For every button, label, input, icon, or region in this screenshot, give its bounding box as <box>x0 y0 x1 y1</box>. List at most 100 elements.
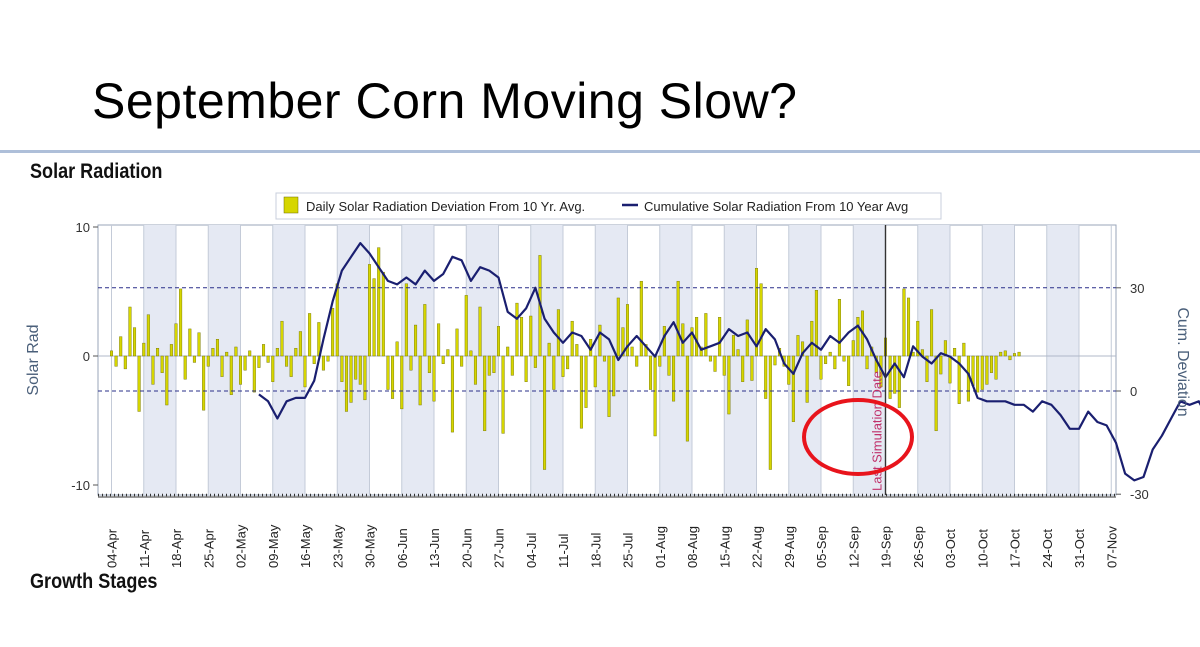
y-tick-label: 0 <box>83 349 90 364</box>
daily-deviation-bar <box>755 268 759 357</box>
daily-deviation-bar <box>400 355 404 410</box>
daily-deviation-bar <box>598 324 602 357</box>
daily-deviation-bar <box>340 355 344 382</box>
y-tick-label: -10 <box>71 478 90 493</box>
daily-deviation-bar <box>837 299 841 357</box>
daily-deviation-bar <box>179 288 183 357</box>
x-tick-label: 05-Sep <box>814 526 829 568</box>
daily-deviation-bar <box>690 327 694 357</box>
title-divider <box>0 150 1200 153</box>
daily-deviation-bar <box>994 355 998 380</box>
daily-deviation-bar <box>635 355 639 367</box>
daily-deviation-bar <box>722 355 726 376</box>
daily-deviation-bar <box>243 355 247 371</box>
daily-deviation-bar <box>142 342 146 357</box>
daily-deviation-bar <box>275 348 279 357</box>
daily-deviation-bar <box>533 355 537 368</box>
daily-deviation-bar <box>741 355 745 382</box>
daily-deviation-bar <box>768 355 772 470</box>
daily-deviation-bar <box>478 306 482 357</box>
daily-deviation-bar <box>308 313 312 357</box>
x-tick-label: 02-May <box>234 524 249 568</box>
daily-deviation-bar <box>575 344 579 357</box>
daily-deviation-bar <box>976 355 980 393</box>
daily-deviation-bar <box>515 302 519 357</box>
daily-deviation-bar <box>441 355 445 364</box>
daily-deviation-bar <box>156 348 160 357</box>
daily-deviation-bar <box>211 348 215 357</box>
section-label-solar: Solar Radiation <box>30 160 163 183</box>
daily-deviation-bar <box>386 355 390 390</box>
daily-deviation-bar <box>248 350 252 357</box>
daily-deviation-bar <box>847 355 851 386</box>
daily-deviation-bar <box>907 297 911 357</box>
daily-deviation-bar <box>736 349 740 357</box>
x-tick-label: 29-Aug <box>782 526 797 568</box>
daily-deviation-bar <box>833 355 837 370</box>
daily-deviation-bar <box>552 355 556 390</box>
daily-deviation-bar <box>312 355 316 364</box>
daily-deviation-bar <box>695 317 699 357</box>
daily-deviation-bar <box>271 355 275 382</box>
daily-deviation-bar <box>796 335 800 357</box>
daily-deviation-bar <box>616 297 620 357</box>
daily-deviation-bar <box>119 336 123 357</box>
daily-deviation-bar <box>626 304 630 357</box>
x-tick-label: 11-Apr <box>137 529 152 568</box>
daily-deviation-bar <box>893 355 897 394</box>
daily-deviation-bar <box>188 328 192 357</box>
legend-swatch-bars <box>283 196 299 214</box>
daily-deviation-bar <box>934 355 938 432</box>
daily-deviation-bar <box>524 355 528 382</box>
y-tick-label: 10 <box>76 220 90 235</box>
daily-deviation-bar <box>713 355 717 372</box>
daily-deviation-bar <box>639 280 643 357</box>
red-circle-annotation <box>802 398 914 476</box>
daily-deviation-bar <box>764 355 768 399</box>
x-tick-label: 12-Sep <box>846 526 861 568</box>
daily-deviation-bar <box>469 350 473 357</box>
daily-deviation-bar <box>529 315 533 357</box>
daily-deviation-bar <box>851 340 855 357</box>
daily-deviation-bar <box>202 355 206 411</box>
x-tick-label: 30-May <box>363 524 378 568</box>
daily-deviation-bar <box>262 344 266 357</box>
legend-label-cumulative: Cumulative Solar Radiation From 10 Year … <box>644 199 908 214</box>
daily-deviation-bar <box>607 355 611 417</box>
daily-deviation-bar <box>791 355 795 422</box>
daily-deviation-bar <box>238 355 242 385</box>
daily-deviation-bar <box>280 320 284 357</box>
daily-deviation-bar <box>667 355 671 376</box>
daily-deviation-bar <box>391 355 395 399</box>
daily-deviation-bar <box>902 288 906 357</box>
daily-deviation-bar <box>483 355 487 432</box>
daily-deviation-bar <box>487 355 491 376</box>
daily-deviation-bar <box>418 355 422 406</box>
x-tick-label: 10-Oct <box>975 529 990 568</box>
x-tick-label: 19-Sep <box>879 526 894 568</box>
x-tick-label: 04-Jul <box>524 532 539 568</box>
daily-deviation-bar <box>427 355 431 373</box>
daily-deviation-bar <box>335 283 339 357</box>
x-tick-label: 27-Jun <box>492 528 507 568</box>
daily-deviation-bar <box>897 355 901 408</box>
daily-deviation-bar <box>215 339 219 357</box>
daily-deviation-bar <box>584 355 588 408</box>
daily-deviation-bar <box>358 355 362 385</box>
legend-label-daily: Daily Solar Radiation Deviation From 10 … <box>306 199 585 214</box>
week-band <box>595 225 628 495</box>
daily-deviation-bar <box>842 355 846 362</box>
daily-deviation-bar <box>192 355 196 363</box>
daily-deviation-bar <box>460 355 464 367</box>
daily-deviation-bar <box>570 320 574 357</box>
daily-deviation-bar <box>354 355 358 380</box>
daily-deviation-bar <box>980 355 984 390</box>
daily-deviation-bar <box>169 344 173 357</box>
daily-deviation-bar <box>128 306 132 357</box>
daily-deviation-bar <box>225 351 229 357</box>
daily-deviation-bar <box>699 346 703 357</box>
daily-deviation-bar <box>174 323 178 357</box>
week-band <box>1046 225 1079 495</box>
x-tick-label: 08-Aug <box>685 526 700 568</box>
